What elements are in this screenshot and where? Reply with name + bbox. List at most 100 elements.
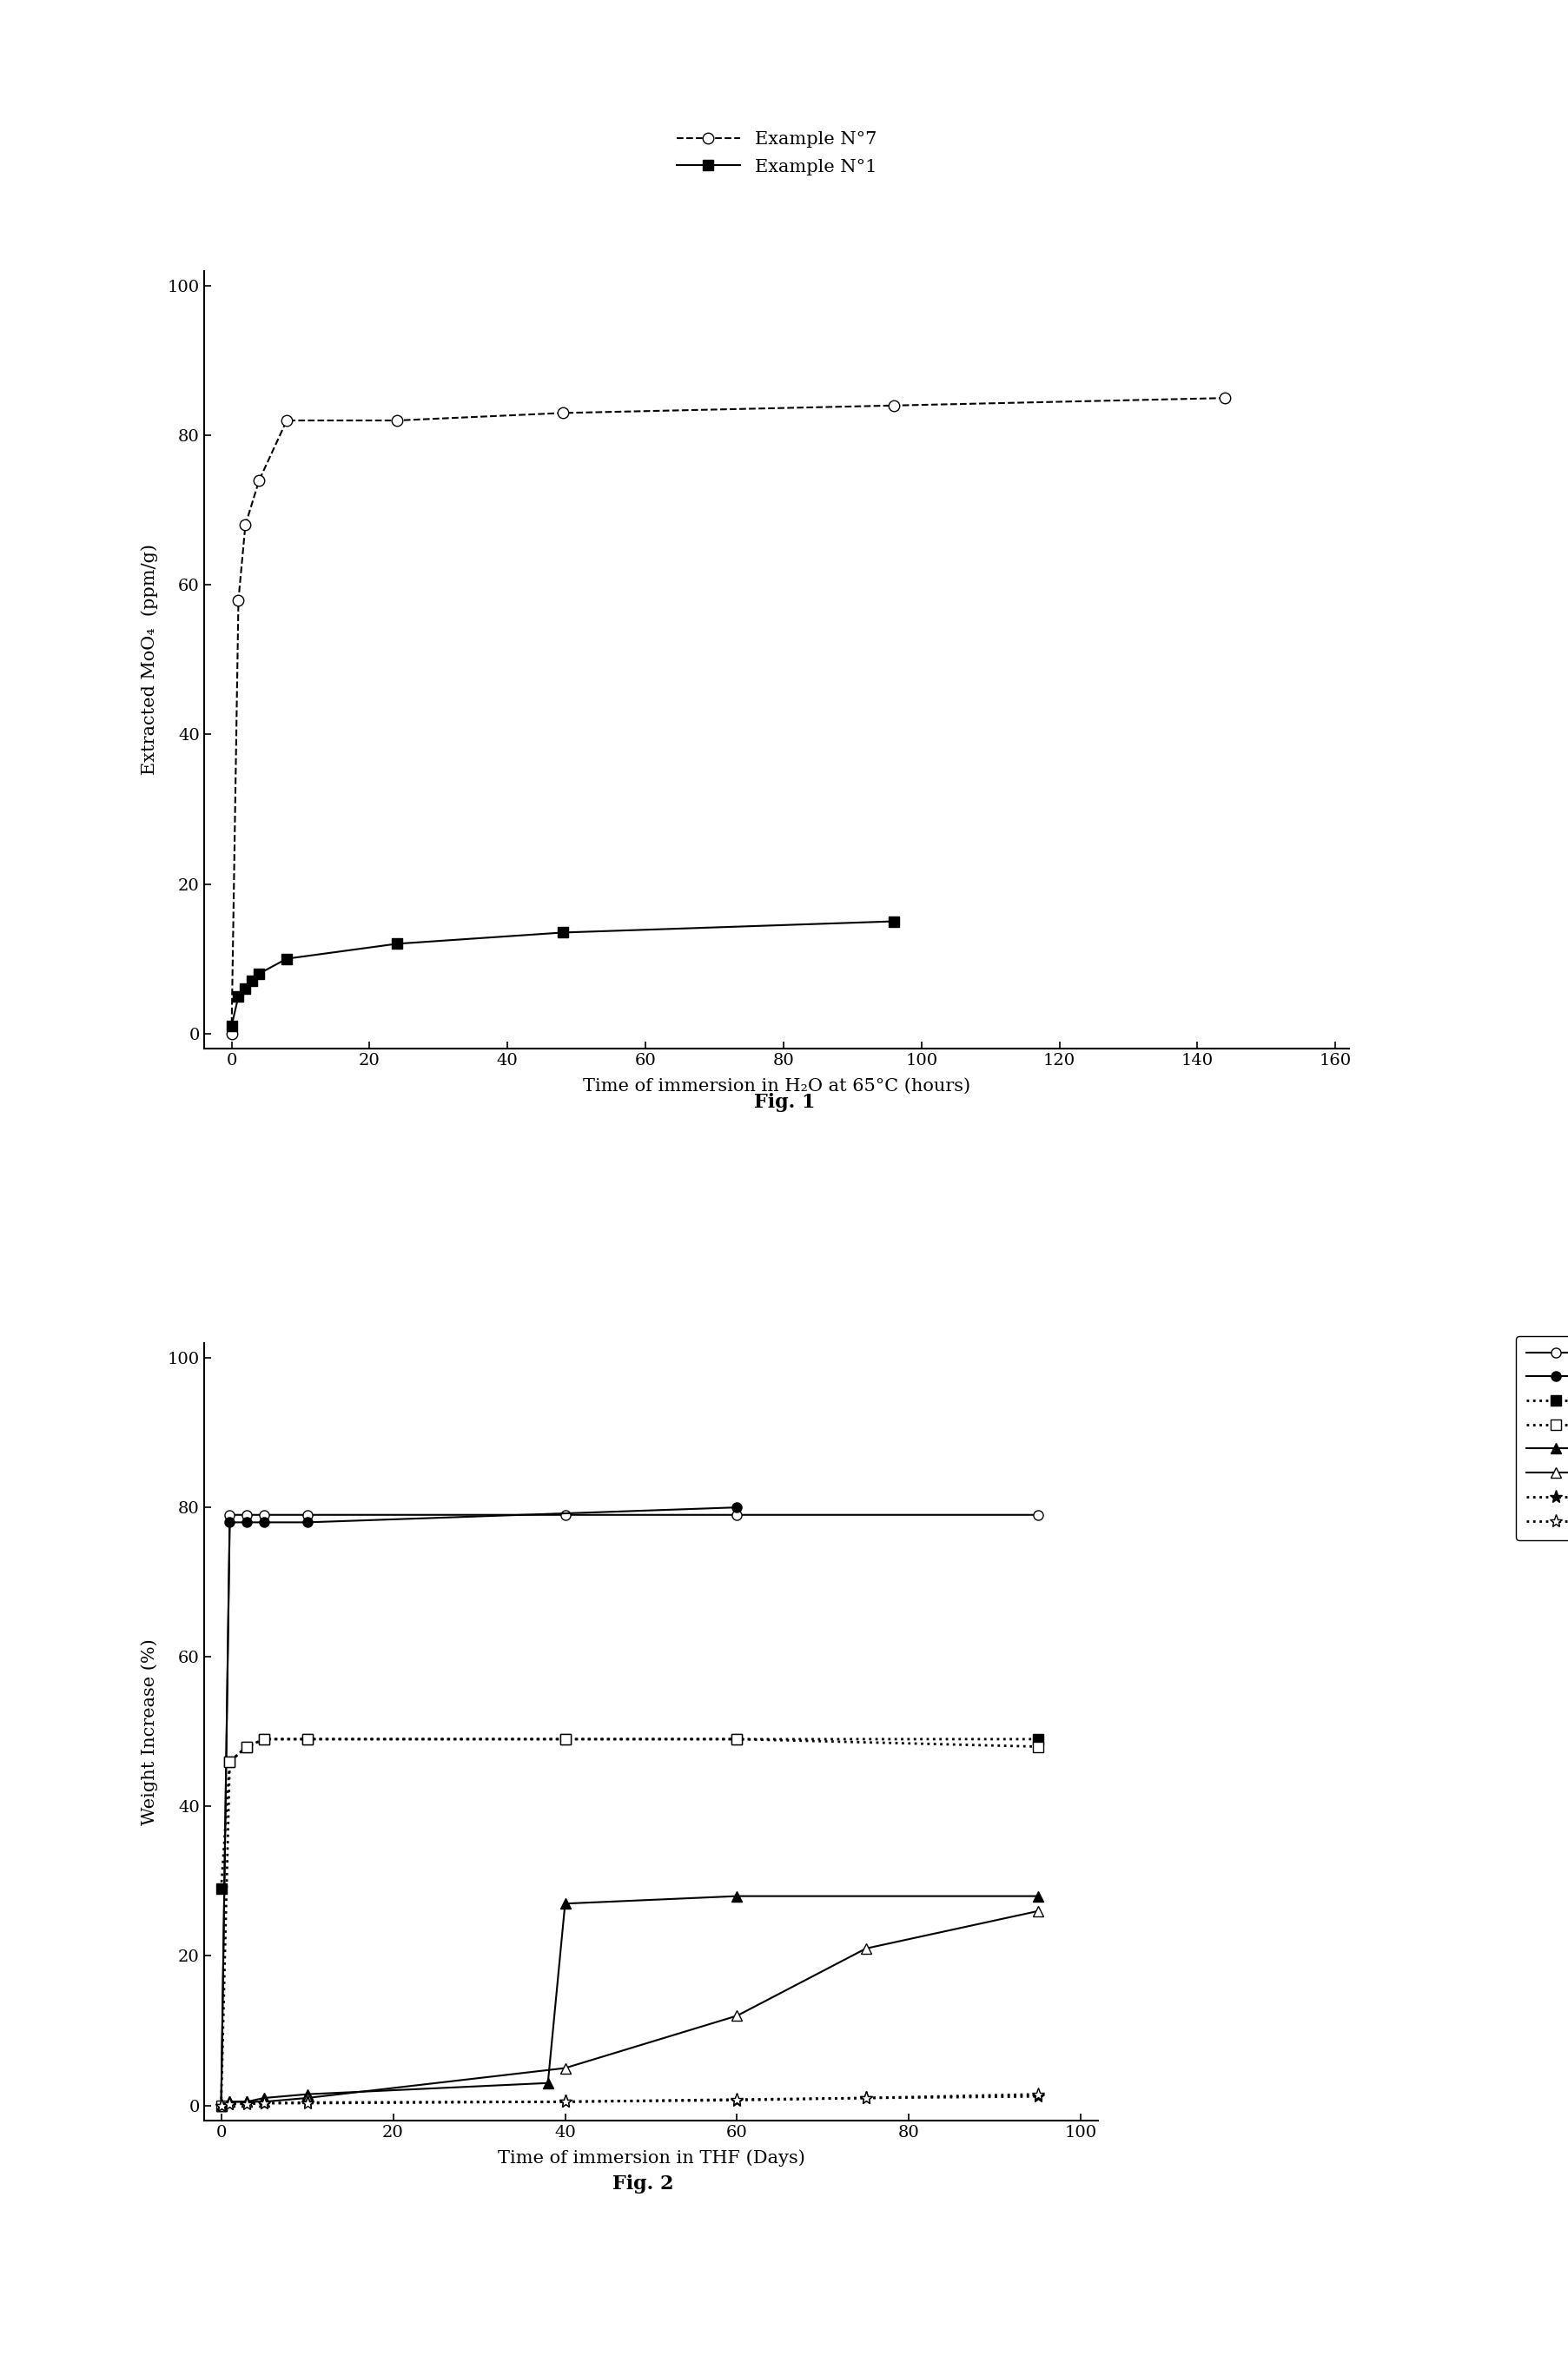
Text: Fig. 1: Fig. 1	[753, 1093, 815, 1112]
Line: Example N°2: Example N°2	[216, 1906, 1043, 2111]
Example N°12	[237, 1732, 256, 1760]
Example N°12	[555, 1725, 574, 1753]
Example N°7	[1215, 384, 1234, 412]
Example N°2	[212, 2092, 230, 2120]
Example N°7	[554, 398, 572, 426]
Line: Example N°6: Example N°6	[216, 1510, 1043, 2111]
Line: Example N°7: Example N°7	[216, 1503, 742, 2111]
Example N°1	[229, 982, 248, 1011]
Example N°7	[229, 587, 248, 615]
Example N°7	[278, 405, 296, 434]
Example N°7	[728, 1494, 746, 1522]
Example N°1	[554, 919, 572, 947]
Example N°7	[387, 405, 406, 434]
Example N°11	[212, 2092, 230, 2120]
Example N°2	[856, 1934, 875, 1963]
Example N°1	[235, 975, 254, 1004]
Example N°2	[220, 2087, 238, 2116]
Example N°5	[538, 2069, 557, 2097]
Example N°7	[212, 2092, 230, 2120]
Line: Example N°1: Example N°1	[226, 916, 898, 1032]
Example N°1	[223, 1011, 241, 1039]
Example N°7	[249, 466, 268, 495]
Legend: Example N°6, Example N°7, Example N°10, Example N°12, Example N°5, Example N°2, : Example N°6, Example N°7, Example N°10, …	[1515, 1336, 1568, 1541]
Example N°9	[237, 2090, 256, 2118]
Example N°5	[298, 2080, 317, 2109]
Example N°6	[555, 1501, 574, 1529]
Example N°6	[1029, 1501, 1047, 1529]
Example N°7	[237, 1508, 256, 1536]
Example N°2	[254, 2087, 273, 2116]
Example N°9	[298, 2087, 317, 2116]
Example N°2	[555, 2054, 574, 2083]
Example N°6	[728, 1501, 746, 1529]
X-axis label: Time of immersion in THF (Days): Time of immersion in THF (Days)	[497, 2151, 804, 2168]
Example N°5	[728, 1882, 746, 1911]
Line: Example N°5: Example N°5	[216, 1892, 1043, 2111]
Line: Example N°11: Example N°11	[215, 2087, 1044, 2111]
Example N°11	[555, 2087, 574, 2116]
Line: Example N°7: Example N°7	[226, 393, 1229, 1039]
Example N°10	[212, 1875, 230, 1904]
Text: Fig. 2: Fig. 2	[612, 2175, 674, 2193]
Example N°7	[223, 1020, 241, 1048]
Example N°5	[254, 2083, 273, 2111]
Example N°10	[728, 1725, 746, 1753]
Example N°10	[298, 1725, 317, 1753]
Example N°11	[298, 2090, 317, 2118]
Line: Example N°10: Example N°10	[216, 1734, 1043, 1894]
Example N°5	[555, 1890, 574, 1918]
Example N°10	[1029, 1725, 1047, 1753]
Example N°9	[555, 2087, 574, 2116]
Example N°7	[220, 1508, 238, 1536]
Example N°10	[220, 1748, 238, 1776]
Example N°2	[237, 2087, 256, 2116]
Example N°12	[1029, 1732, 1047, 1760]
Example N°2	[1029, 1897, 1047, 1925]
Y-axis label: Extracted MoO₄  (ppm/g): Extracted MoO₄ (ppm/g)	[141, 544, 158, 775]
Example N°11	[220, 2090, 238, 2118]
Example N°7	[884, 391, 903, 419]
Example N°10	[237, 1732, 256, 1760]
Example N°12	[220, 1748, 238, 1776]
Example N°9	[728, 2085, 746, 2113]
Example N°5	[1029, 1882, 1047, 1911]
X-axis label: Time of immersion in H₂O at 65°C (hours): Time of immersion in H₂O at 65°C (hours)	[582, 1079, 971, 1096]
Example N°2	[728, 2003, 746, 2031]
Example N°1	[249, 959, 268, 987]
Example N°1	[387, 931, 406, 959]
Example N°5	[212, 2092, 230, 2120]
Example N°6	[220, 1501, 238, 1529]
Example N°2	[298, 2083, 317, 2111]
Example N°11	[728, 2085, 746, 2113]
Example N°11	[254, 2090, 273, 2118]
Example N°11	[237, 2090, 256, 2118]
Example N°7	[235, 511, 254, 540]
Example N°1	[884, 907, 903, 935]
Example N°6	[298, 1501, 317, 1529]
Example N°9	[254, 2090, 273, 2118]
Example N°1	[278, 945, 296, 973]
Example N°9	[856, 2083, 875, 2111]
Example N°11	[856, 2083, 875, 2111]
Example N°6	[254, 1501, 273, 1529]
Example N°5	[237, 2087, 256, 2116]
Y-axis label: Weight Increase (%): Weight Increase (%)	[141, 1637, 158, 1826]
Example N°1	[243, 966, 262, 994]
Example N°9	[220, 2090, 238, 2118]
Line: Example N°12: Example N°12	[216, 1734, 1043, 2111]
Example N°6	[212, 2092, 230, 2120]
Line: Example N°9: Example N°9	[215, 2090, 1044, 2111]
Example N°9	[1029, 2083, 1047, 2111]
Example N°6	[237, 1501, 256, 1529]
Example N°10	[254, 1725, 273, 1753]
Example N°10	[555, 1725, 574, 1753]
Example N°9	[212, 2092, 230, 2120]
Example N°7	[298, 1508, 317, 1536]
Example N°11	[1029, 2080, 1047, 2109]
Example N°12	[298, 1725, 317, 1753]
Legend: Example N°7, Example N°1: Example N°7, Example N°1	[668, 123, 884, 184]
Example N°12	[728, 1725, 746, 1753]
Example N°5	[220, 2087, 238, 2116]
Example N°12	[254, 1725, 273, 1753]
